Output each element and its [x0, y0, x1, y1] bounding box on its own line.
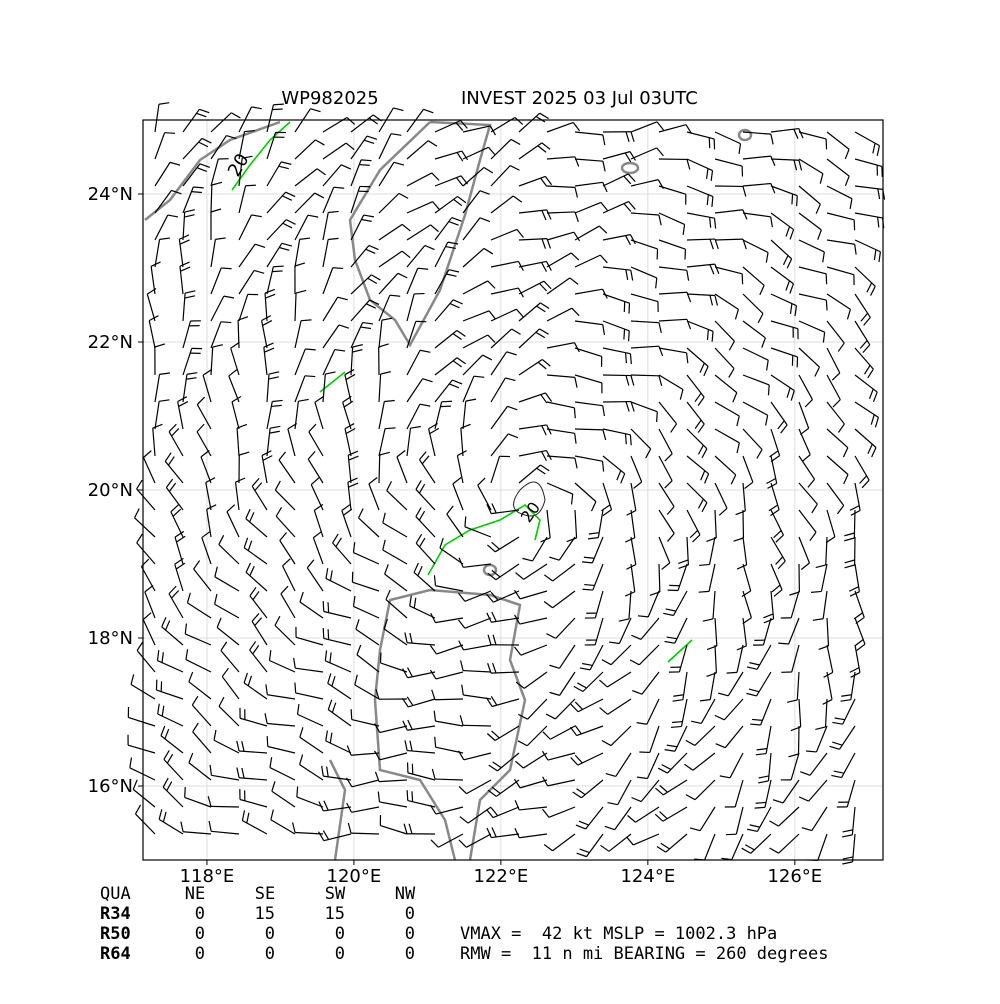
y-tick-label: 20°N [88, 480, 133, 501]
barb-tick [221, 322, 231, 323]
stats-line: RMW = 11 n mi BEARING = 260 degrees [460, 944, 828, 964]
barb-tick [295, 683, 296, 693]
barb-tick [301, 320, 311, 321]
table-cell: 0 [405, 904, 415, 924]
barb-tick [297, 787, 298, 797]
x-tick-label: 122°E [474, 866, 529, 887]
barb-tick [246, 185, 256, 186]
barb-staff [211, 806, 239, 807]
barb-staff [379, 455, 380, 483]
barb-tick [582, 589, 592, 590]
table-cell: 0 [335, 924, 345, 944]
barb-tick [584, 585, 594, 586]
row-label: R64 [100, 944, 131, 964]
barb-tick [328, 602, 329, 612]
row-label: R50 [100, 924, 131, 944]
barb-tick [630, 435, 631, 445]
table-cell: 0 [195, 924, 205, 944]
y-tick-label: 16°N [88, 776, 133, 797]
y-tick-label: 24°N [88, 184, 133, 205]
table-cell: 0 [265, 924, 275, 944]
barb-tick [351, 709, 352, 719]
y-tick-label: 22°N [88, 332, 133, 353]
barb-tick [657, 412, 658, 422]
table-cell: 15 [255, 904, 275, 924]
barb-tick [359, 165, 369, 166]
table-header: SW [325, 884, 346, 904]
barb-tick [755, 807, 765, 808]
barb-tick [440, 406, 450, 407]
table-cell: 0 [335, 944, 345, 964]
barb-tick [305, 376, 315, 377]
barb-tick [625, 434, 626, 444]
barb-tick [273, 266, 283, 267]
x-tick-label: 126°E [767, 866, 822, 887]
barb-tick [185, 787, 186, 797]
barb-tick [699, 591, 709, 592]
row-label: R34 [100, 904, 131, 924]
barb-tick [165, 133, 175, 134]
barb-tick [412, 791, 413, 801]
barb-tick [323, 601, 324, 611]
barb-tick [272, 271, 282, 272]
barb-tick [756, 802, 766, 803]
stats-line: VMAX = 42 kt MSLP = 1002.3 hPa [460, 924, 777, 944]
barb-staff [631, 375, 659, 376]
barb-tick [826, 300, 827, 310]
barb-staff [463, 725, 491, 726]
table-cell: 0 [405, 944, 415, 964]
table-cell: 0 [195, 904, 205, 924]
table-header: SE [255, 884, 275, 904]
barb-tick [629, 331, 630, 341]
barb-tick [328, 629, 329, 639]
barb-staff [603, 375, 631, 376]
barb-tick [385, 428, 395, 429]
table-header: QUA [100, 884, 131, 904]
title-left: WP982025 [281, 88, 378, 109]
barb-tick [221, 268, 231, 269]
table-header: NE [185, 884, 205, 904]
table-header: NW [395, 884, 416, 904]
barb-tick [768, 385, 769, 395]
barb-tick [333, 268, 343, 269]
y-tick-label: 18°N [88, 628, 133, 649]
barb-staff [659, 564, 660, 592]
table-cell: 0 [195, 944, 205, 964]
barb-tick [272, 109, 282, 110]
barb-tick [624, 329, 625, 339]
barb-tick [361, 160, 371, 161]
x-tick-label: 124°E [620, 866, 675, 887]
barb-tick [442, 401, 452, 402]
barb-tick [792, 194, 793, 204]
table-cell: 0 [405, 924, 415, 944]
title-right: INVEST 2025 03 Jul 03UTC [461, 88, 698, 109]
barb-tick [407, 790, 408, 800]
barb-tick [465, 516, 466, 526]
table-cell: 15 [325, 904, 345, 924]
barb-tick [727, 672, 737, 673]
barb-staff [854, 510, 855, 538]
table-cell: 0 [265, 944, 275, 964]
barb-tick [797, 196, 798, 206]
barb-tick [323, 628, 324, 638]
barb-staff [435, 699, 463, 700]
barb-tick [726, 834, 736, 835]
barb-tick [267, 736, 268, 746]
